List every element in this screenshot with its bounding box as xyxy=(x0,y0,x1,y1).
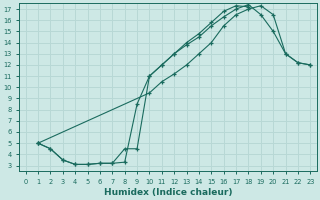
X-axis label: Humidex (Indice chaleur): Humidex (Indice chaleur) xyxy=(104,188,232,197)
